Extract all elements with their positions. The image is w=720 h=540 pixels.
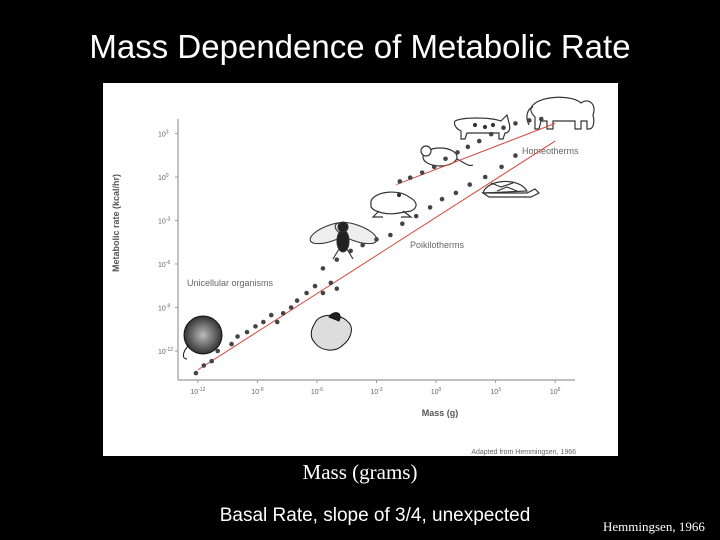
citation: Hemmingsen, 1966 [603,519,705,534]
data-point [280,310,286,316]
x-tick-label: 10-9 [251,387,263,396]
homeotherms-label: Homeotherms [522,146,579,156]
x-tick-label: 10-6 [311,387,323,396]
data-point [209,358,215,364]
data-point [538,116,544,122]
data-point [312,283,318,289]
data-point [215,348,220,354]
data-point [288,305,294,310]
data-point [193,370,199,376]
x-caption: Mass (grams) [302,460,418,484]
data-point [467,182,473,187]
chart-figure: Mass (g) Metabolic rate (kcal/hr) Homeot… [103,83,618,456]
x-tick-label: 106 [550,387,561,396]
amoeba-icon [310,312,352,351]
chart-svg: Mass (g) Metabolic rate (kcal/hr) Homeot… [111,96,595,456]
data-point [328,280,334,286]
x-tick-label: 100 [431,387,442,396]
slope-note: Basal Rate, slope of 3/4, unexpected [219,505,531,526]
data-point [334,257,340,262]
data-point [453,190,459,196]
y-axis-title: Metabolic rate (kcal/hr) [111,174,121,272]
data-point [360,242,365,248]
data-point [229,341,234,347]
data-point [400,221,405,227]
protozoan-icon [182,315,223,360]
y-tick-label: 103 [158,130,169,139]
data-point [407,175,413,180]
rat-icon [420,145,474,167]
data-point [413,213,419,219]
data-point [439,196,445,202]
data-point [419,170,425,175]
data-point [501,125,506,131]
data-point [374,237,379,242]
data-point [488,131,494,137]
y-tick-label: 10-3 [158,217,170,226]
data-point [476,138,482,144]
data-point [320,266,326,271]
turtle-icon [481,180,541,198]
data-point [274,319,280,325]
y-tick-label: 10-9 [158,304,170,313]
source-label: Adapted from Hemmingsen, 1966 [471,449,576,456]
data-point [201,363,207,368]
data-point [304,290,309,296]
unicellular-label: Unicellular organisms [187,278,274,288]
data-point [348,248,353,254]
data-point [455,150,460,155]
data-point [513,153,518,158]
cat-icon [453,113,511,140]
fly-icon [309,221,378,260]
data-point [244,329,250,335]
frog-icon [370,191,417,218]
data-point [268,312,274,318]
data-point [431,164,437,170]
y-tick-label: 10-6 [158,260,170,269]
y-tick-label: 100 [158,173,169,182]
data-point [253,324,258,329]
data-point [397,179,403,184]
y-tick-label: 10-12 [158,347,173,356]
fit-line [197,140,556,371]
data-point [513,121,518,126]
x-axis-title: Mass (g) [422,408,459,418]
data-point [261,319,266,325]
data-point [427,205,433,210]
data-point [482,174,488,180]
data-point [294,298,300,303]
x-tick-label: 10-3 [370,387,382,396]
data-point [334,286,340,291]
x-tick-label: 10-12 [190,387,205,396]
poikilotherms-label: Poikilotherms [410,240,465,250]
elephant-icon [526,96,595,130]
data-point [465,144,471,150]
data-point [443,156,448,162]
data-point [388,232,393,238]
data-point [527,118,532,123]
data-point [235,334,240,339]
data-point [499,164,504,170]
slide-title: Mass Dependence of Metabolic Rate [89,28,631,65]
data-point [320,290,326,296]
x-tick-label: 103 [490,387,501,396]
